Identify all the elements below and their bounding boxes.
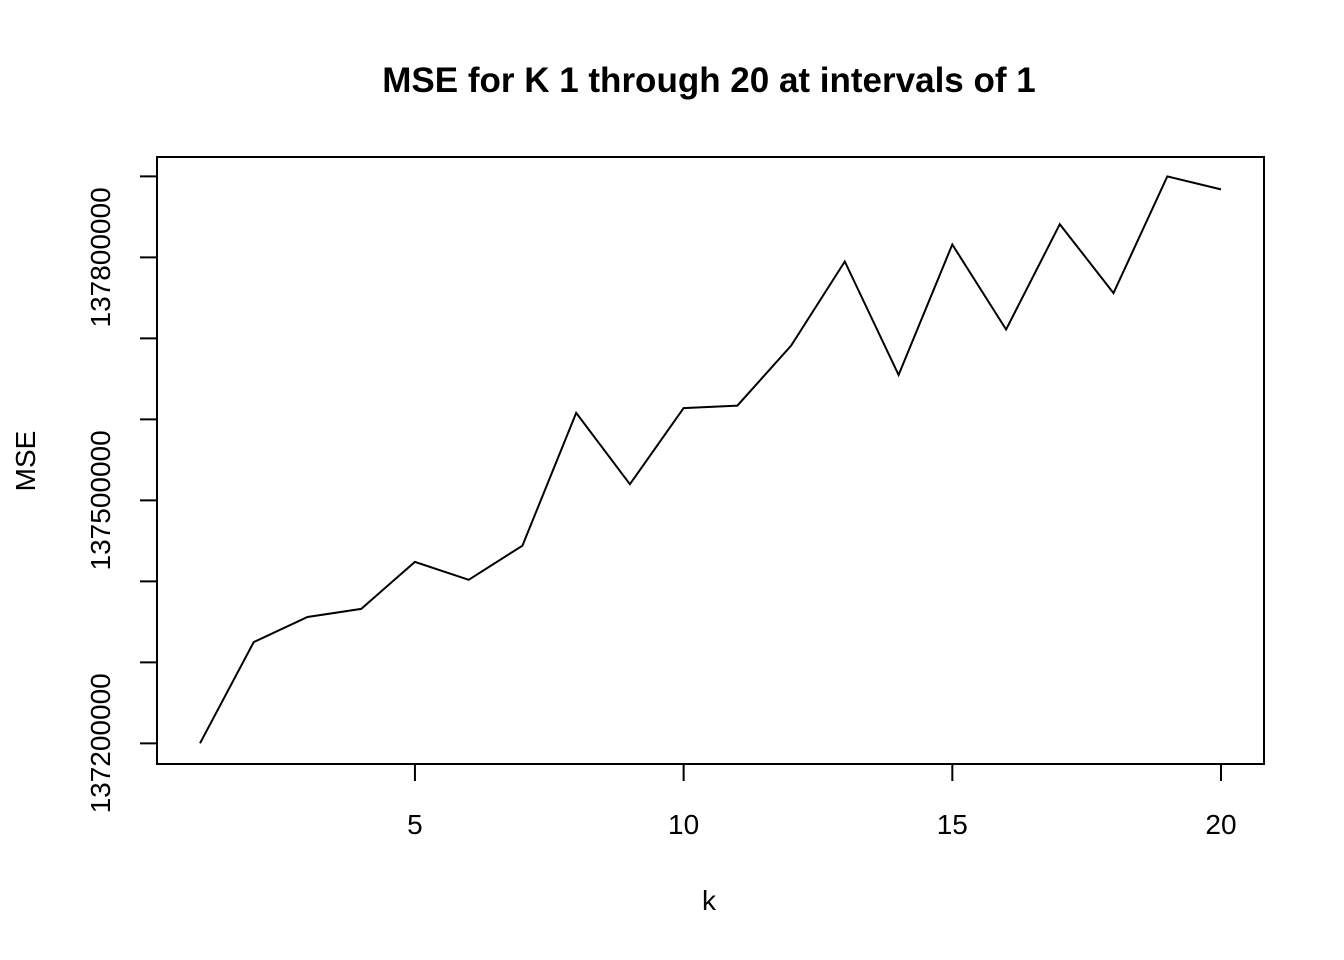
y-axis: 137200000 137500000 137800000	[85, 175, 157, 813]
x-tick-label: 20	[1205, 809, 1236, 840]
mse-series-line	[199, 175, 1222, 744]
x-tick-label: 15	[937, 809, 968, 840]
plot-frame	[156, 156, 1265, 765]
x-axis-label: k	[702, 885, 717, 916]
x-tick-label: 5	[407, 809, 423, 840]
x-tick-label: 10	[668, 809, 699, 840]
y-tick-label: 137500000	[85, 430, 116, 570]
y-axis-label: MSE	[10, 431, 41, 492]
y-tick-label: 137200000	[85, 673, 116, 813]
x-axis: 5 10 15 20	[407, 764, 1237, 840]
chart-title: MSE for K 1 through 20 at intervals of 1	[382, 61, 1035, 100]
y-tick-label: 137800000	[85, 187, 116, 327]
